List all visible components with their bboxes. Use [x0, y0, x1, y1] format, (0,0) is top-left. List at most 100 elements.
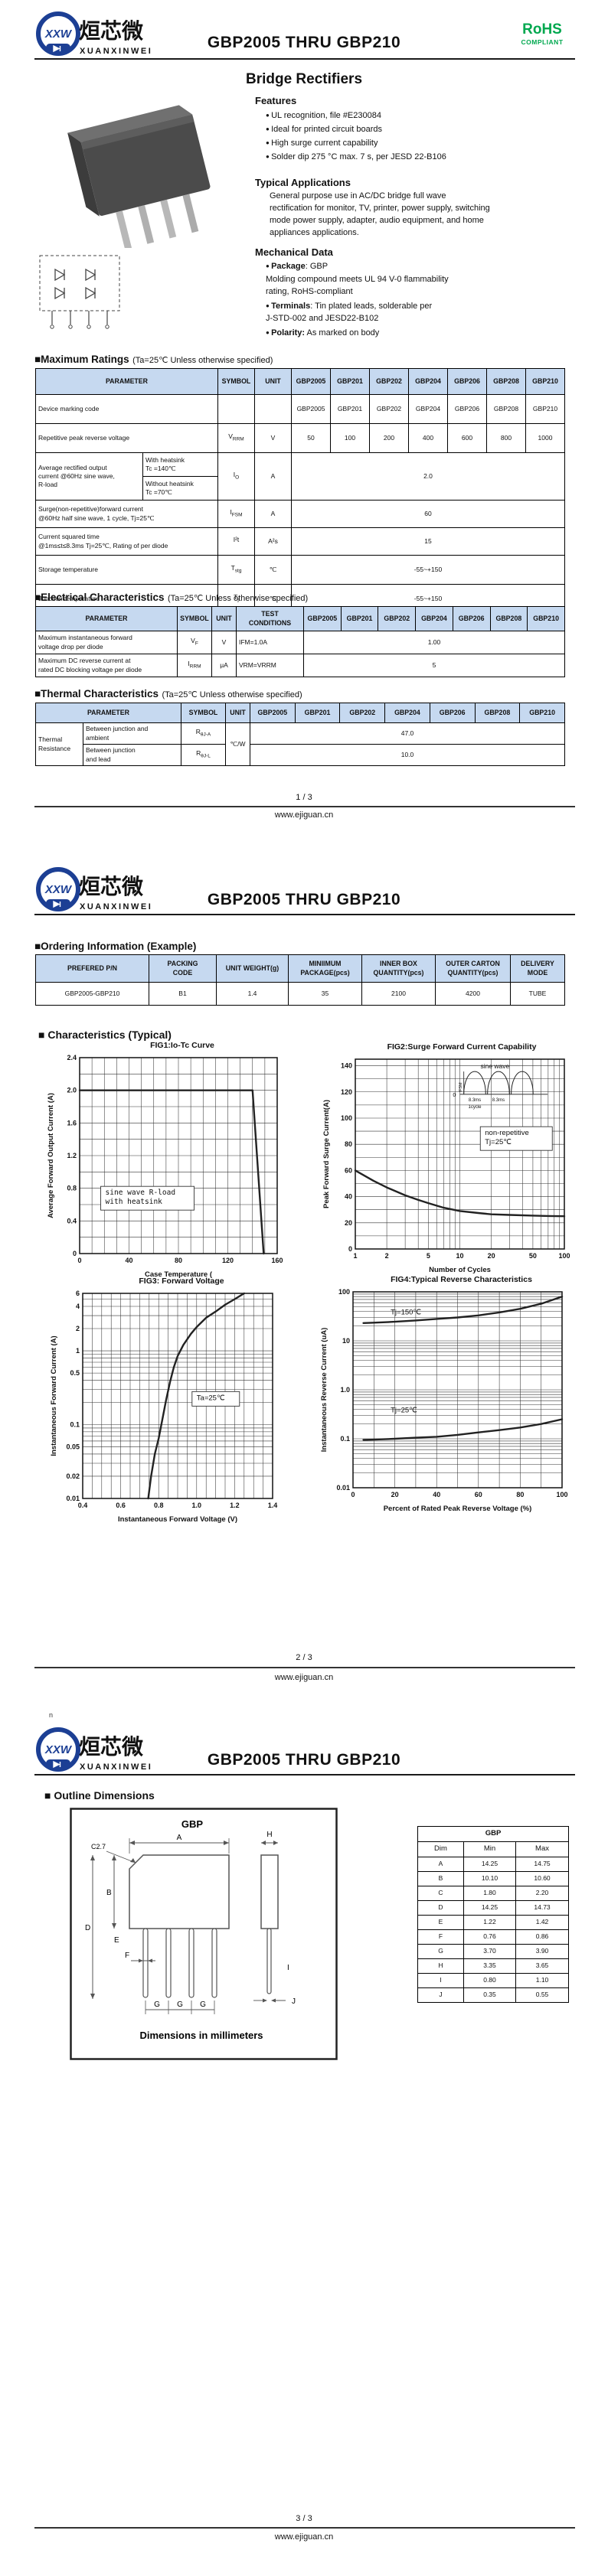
svg-text:Ta=25℃: Ta=25℃	[197, 1394, 225, 1402]
table-row: E 1.22 1.42	[417, 1915, 570, 1930]
thermal-heading: ■Thermal Characteristics (Ta=25℃ Unless …	[34, 688, 302, 699]
cell: 50	[291, 423, 331, 453]
table-row: Between junction and lead RθJ-L 10.0	[36, 744, 565, 766]
col-header: GBP202	[369, 368, 409, 395]
svg-text:8.3ms: 8.3ms	[469, 1098, 481, 1103]
logo-chinese: 烜芯微	[79, 875, 143, 898]
svg-text:1.2: 1.2	[67, 1152, 77, 1159]
electrical-heading: ■Electrical Characteristics (Ta=25℃ Unle…	[34, 592, 309, 603]
col-header: SYMBOL	[181, 703, 226, 723]
cell: Current squared time @1ms≤t≤8.3ms Tj=25℃…	[35, 527, 218, 556]
page-title: Bridge Rectifiers	[245, 71, 363, 87]
cell: B	[417, 1871, 464, 1886]
footer-rule	[34, 2527, 575, 2529]
dim-i-label: I	[287, 1964, 289, 1972]
svg-text:sine wave: sine wave	[480, 1062, 509, 1070]
svg-text:50: 50	[529, 1252, 537, 1260]
logo-graphic: XXW 烜芯微 XUANXINWEI	[36, 11, 151, 56]
svg-text:0.4: 0.4	[67, 1217, 77, 1224]
svg-text:0.05: 0.05	[66, 1443, 80, 1451]
mech-item: Polarity: As marked on body	[266, 327, 587, 340]
cell: μA	[211, 654, 237, 677]
cell: 2.0	[291, 452, 565, 501]
cell: 5	[303, 654, 565, 677]
table-row: C 1.80 2.20	[417, 1886, 570, 1901]
features-heading: Features	[255, 95, 297, 106]
svg-text:0.8: 0.8	[67, 1185, 77, 1192]
cell: -55~+150	[291, 555, 565, 585]
cell: Tstg	[217, 555, 255, 585]
cell: Between junction and ambient	[83, 722, 181, 745]
logo-graphic: XXW 烜芯微 XUANXINWEI	[36, 867, 151, 911]
svg-text:1: 1	[353, 1252, 357, 1260]
col-header: GBP204	[384, 703, 430, 723]
fig1-chart: 0 40 80 120 160 0 0.4 0.8 1.2 1.6 2.0 2.4 Case Tempe…	[47, 1054, 283, 1279]
cell: F	[417, 1929, 464, 1945]
cell: GBP202	[369, 394, 409, 424]
cell: B1	[149, 982, 217, 1006]
col-header: DELIVERY MODE	[510, 954, 565, 983]
rohs-badge: RoHS COMPLIANT	[512, 21, 573, 46]
table-row: PARAMETER SYMBOL UNIT GBP2005 GBP201 GBP…	[35, 368, 565, 395]
rohs-label: RoHS	[522, 21, 562, 37]
cell: IFSM	[217, 500, 255, 528]
header-rule	[34, 58, 575, 60]
col-header: UNIT	[225, 703, 250, 723]
bridge-schematic	[39, 255, 120, 329]
table-row: PREFERED P/N PACKING CODE UNIT WEIGHT(g)…	[35, 954, 565, 983]
cell: Thermal Resistance	[35, 722, 83, 766]
cell: Repetitive peak reverse voltage	[35, 423, 218, 453]
cell: I	[417, 1973, 464, 1988]
col-header: OUTER CARTON QUANTITY(pcs)	[435, 954, 511, 983]
ordering-heading: ■Ordering Information (Example)	[34, 941, 197, 952]
col-header: UNIT	[211, 606, 237, 631]
cell: 14.75	[515, 1857, 570, 1872]
svg-text:0.01: 0.01	[66, 1495, 80, 1502]
svg-text:60: 60	[345, 1166, 352, 1174]
svg-text:Instantaneous Forward Voltage: Instantaneous Forward Voltage (V)	[118, 1515, 237, 1524]
dim-e-label: E	[114, 1936, 119, 1945]
cell: VRM=VRRM	[236, 654, 304, 677]
svg-text:100: 100	[558, 1252, 570, 1260]
cell: ℃	[254, 555, 292, 585]
cell: RθJ-A	[181, 722, 226, 745]
table-row: B 10.10 10.60	[417, 1871, 570, 1886]
outline-drawing: GBP A H C2.7 B D E F	[70, 1808, 338, 2060]
col-header: GBP202	[339, 703, 386, 723]
table-row: PARAMETER SYMBOL UNIT GBP2005 GBP201 GBP…	[35, 703, 565, 723]
dim-c-label: C2.7	[91, 1843, 106, 1850]
col-header: Max	[515, 1841, 570, 1857]
col-header: GBP210	[525, 368, 565, 395]
cell: 0.55	[515, 1987, 570, 2003]
logo-chinese: 烜芯微	[79, 19, 143, 43]
svg-text:0.1: 0.1	[70, 1421, 80, 1429]
svg-text:0.1: 0.1	[340, 1435, 350, 1443]
cell: 0.80	[463, 1973, 516, 1988]
fig4-reverse-characteristics: FIG4:Typical Reverse Characteristics 0 20…	[318, 1275, 574, 1518]
dim-g-label: G	[177, 2000, 183, 2009]
svg-text:0.5: 0.5	[70, 1369, 80, 1377]
logo-badge: XXW	[44, 1743, 73, 1756]
svg-text:1.4: 1.4	[268, 1502, 278, 1509]
cell: 200	[369, 423, 409, 453]
cell: D	[417, 1900, 464, 1916]
col-header: GBP208	[474, 703, 521, 723]
col-header: GBP202	[378, 606, 417, 631]
cell: G	[417, 1944, 464, 1959]
col-header: PACKING CODE	[149, 954, 217, 983]
col-header: GBP2005	[250, 703, 296, 723]
diode-icon	[53, 44, 61, 53]
table-row: Storage temperature Tstg ℃ -55~+150	[35, 555, 565, 585]
product-photo	[67, 105, 211, 248]
cell: VF	[177, 631, 212, 654]
logo-badge: XXW	[44, 28, 73, 41]
svg-text:4: 4	[76, 1303, 80, 1310]
cell: 1.80	[463, 1886, 516, 1901]
svg-text:with heatsink: with heatsink	[106, 1198, 163, 1206]
cell: A²s	[254, 527, 292, 556]
fig4-title: FIG4:Typical Reverse Characteristics	[391, 1275, 532, 1284]
col-header: Dim	[417, 1841, 464, 1857]
svg-text:120: 120	[222, 1257, 234, 1264]
cell: 2.20	[515, 1886, 570, 1901]
